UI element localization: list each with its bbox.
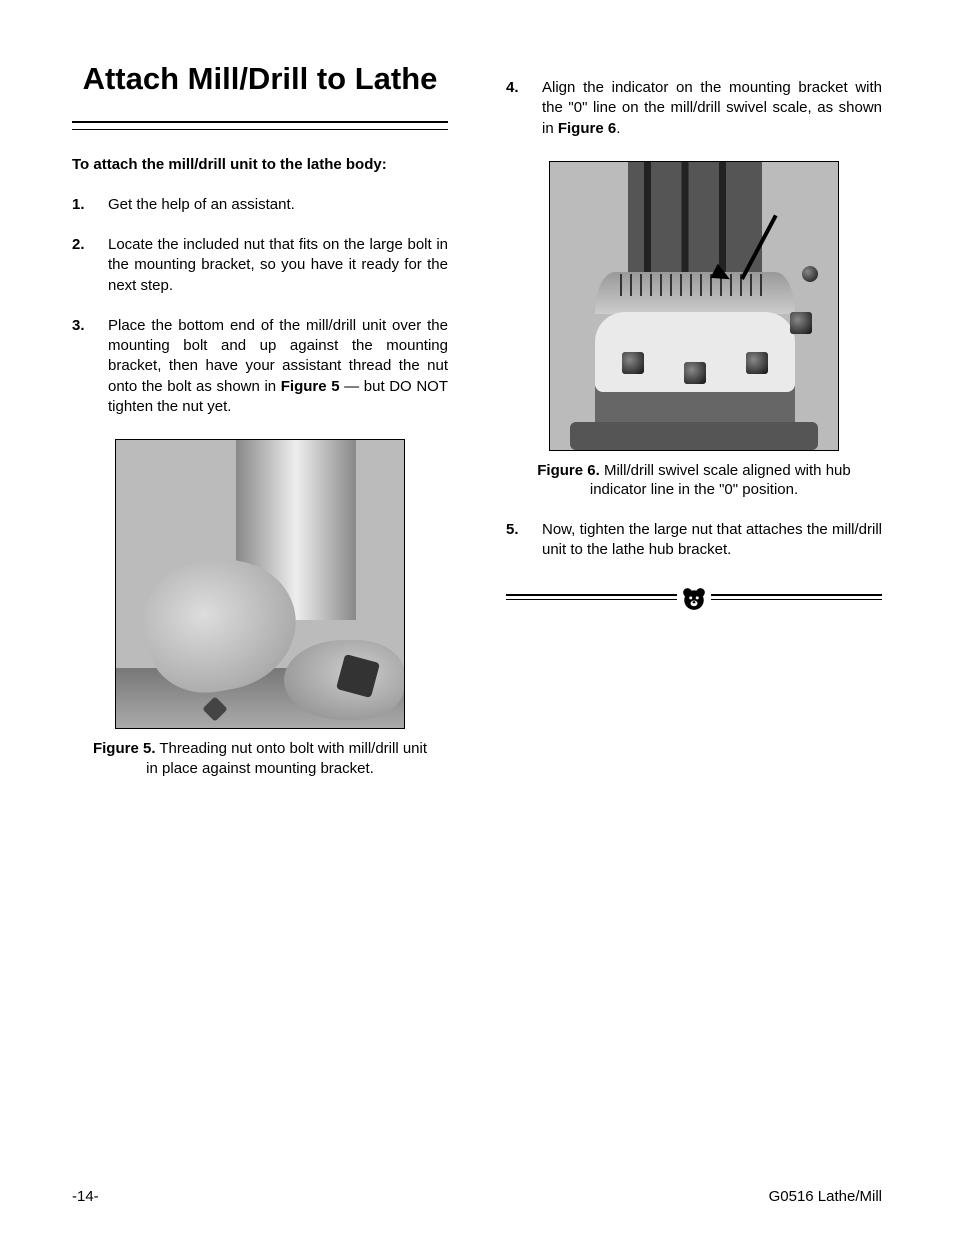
figure-6-caption: Figure 6. Mill/drill swivel scale aligne… xyxy=(506,461,882,500)
figure-6-image xyxy=(549,161,839,451)
step-3: Place the bottom end of the mill/drill u… xyxy=(72,316,448,417)
page-footer: -14- G0516 Lathe/Mill xyxy=(72,1188,882,1205)
figure-6-label: Figure 6. xyxy=(537,462,600,479)
figure-5-caption-text: Threading nut onto bolt with mill/drill … xyxy=(146,740,427,777)
section-title: Attach Mill/Drill to Lathe xyxy=(72,60,448,123)
doc-id: G0516 Lathe/Mill xyxy=(769,1188,882,1205)
right-column: Align the indicator on the mounting brac… xyxy=(506,60,882,798)
section-end-ornament xyxy=(506,586,882,608)
figure-5-image xyxy=(115,439,405,729)
step-1: Get the help of an assistant. xyxy=(72,195,448,215)
title-rule-icon xyxy=(72,129,448,130)
bear-icon xyxy=(681,586,707,612)
left-column: Attach Mill/Drill to Lathe To attach the… xyxy=(72,60,448,798)
figure-5-label: Figure 5. xyxy=(93,740,156,757)
intro-text: To attach the mill/drill unit to the lat… xyxy=(72,156,448,173)
steps-right-a: Align the indicator on the mounting brac… xyxy=(506,78,882,139)
step-4: Align the indicator on the mounting brac… xyxy=(506,78,882,139)
figure-6-caption-text: Mill/drill swivel scale aligned with hub… xyxy=(590,462,851,499)
step-5: Now, tighten the large nut that attaches… xyxy=(506,520,882,561)
figure-5-caption: Figure 5. Threading nut onto bolt with m… xyxy=(72,739,448,778)
step-4-text-b: . xyxy=(616,120,620,137)
step-2: Locate the included nut that fits on the… xyxy=(72,235,448,296)
figure-5-ref: Figure 5 xyxy=(281,378,340,395)
steps-right-b: Now, tighten the large nut that attaches… xyxy=(506,520,882,561)
figure-6-ref: Figure 6 xyxy=(558,120,616,137)
steps-left: Get the help of an assistant. Locate the… xyxy=(72,195,448,417)
page-columns: Attach Mill/Drill to Lathe To attach the… xyxy=(72,60,882,798)
page-number: -14- xyxy=(72,1188,99,1205)
